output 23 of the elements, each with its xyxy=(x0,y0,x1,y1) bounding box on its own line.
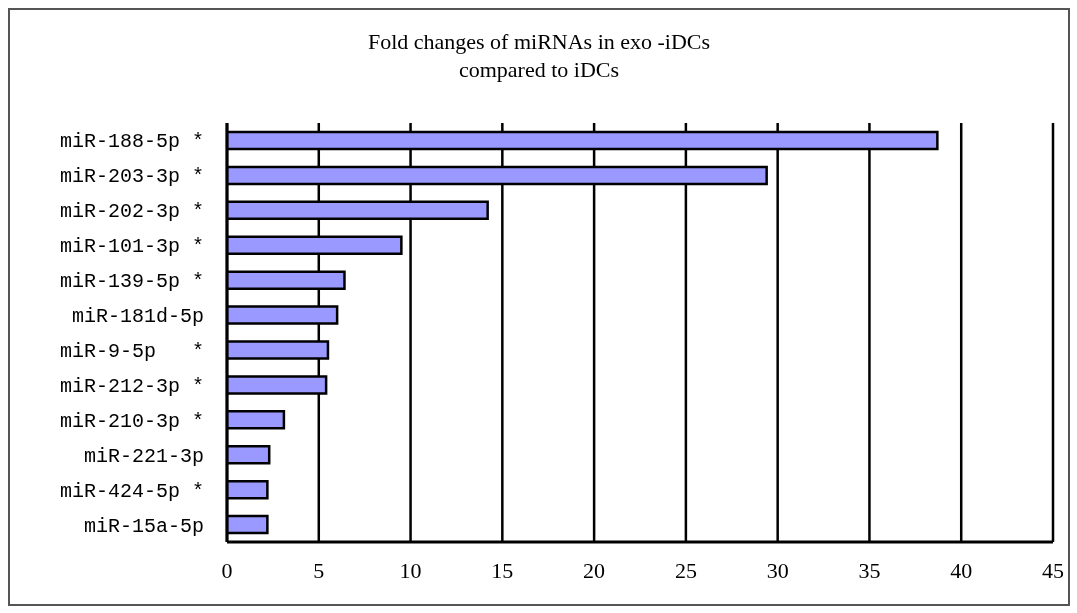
chart-title: Fold changes of miRNAs in exo -iDCs compared to iDCs xyxy=(366,28,712,84)
y-tick-label: miR-202-3p * xyxy=(59,200,204,224)
x-tick-label: 20 xyxy=(583,557,606,583)
x-tick-label: 40 xyxy=(950,557,973,583)
y-tick-label: miR-212-3p * xyxy=(59,374,204,398)
x-tick-label: 30 xyxy=(766,557,789,583)
y-tick-label: miR-424-5p * xyxy=(59,479,204,503)
y-tick-label: miR-9-5p * xyxy=(59,339,204,363)
y-tick-label: miR-221-3p xyxy=(83,444,204,468)
x-tick-label: 5 xyxy=(313,557,325,583)
x-tick-label: 45 xyxy=(1042,557,1064,583)
y-tick-label: miR-181d-5p xyxy=(71,305,204,329)
x-tick-label: 15 xyxy=(491,557,514,583)
y-tick-label: miR-101-3p * xyxy=(59,235,204,259)
x-tick-label: 10 xyxy=(399,557,422,583)
y-tick-label: miR-15a-5p xyxy=(83,514,204,538)
y-tick-label: miR-210-3p * xyxy=(59,409,204,433)
y-tick-label: miR-188-5p * xyxy=(59,130,204,154)
y-tick-label: miR-139-5p * xyxy=(59,270,204,294)
x-tick-label: 35 xyxy=(858,557,881,583)
x-tick-label: 0 xyxy=(221,557,233,583)
y-tick-label: miR-203-3p * xyxy=(59,165,204,189)
x-tick-label: 25 xyxy=(674,557,697,583)
